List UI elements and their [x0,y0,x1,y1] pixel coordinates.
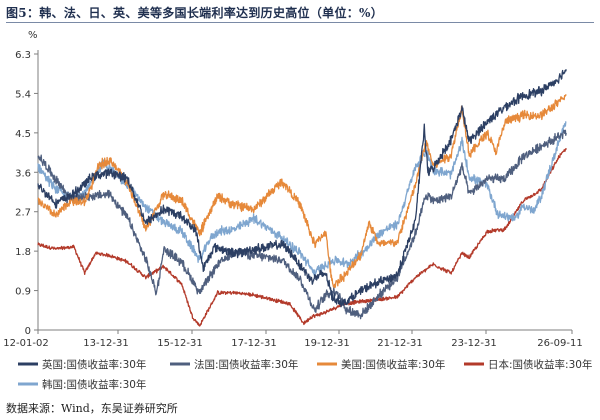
y-tick-label: 4.5 [15,129,31,140]
legend-label: 法国:国债收益率:30年 [194,358,298,371]
legend-label: 韩国:国债收益率:30年 [42,378,146,391]
y-tick-label: 0.9 [15,287,31,298]
legend-label: 日本:国债收益率:30年 [488,358,592,371]
y-unit-text: % [28,30,38,41]
x-tick-label: 26-09-11 [537,338,582,349]
figure-title: 图5：韩、法、日、英、美等多国长端利率达到历史高位（单位：%） [6,6,384,20]
y-tick-label: 2.7 [15,208,31,219]
legend: 英国:国债收益率:30年 法国:国债收益率:30年 美国:国债收益率:30年 日本:国… [18,358,592,391]
x-tick-label: 15-12-31 [157,338,202,349]
line-chart: % 0 0.9 1.8 2.7 3.6 4.5 5.4 6.3 12-01-02 13-12-3… [3,30,592,391]
series-layer [37,69,567,327]
x-tick-label: 21-12-31 [377,338,422,349]
y-tick-label: 3.6 [15,168,31,179]
series-line-2 [37,129,567,320]
y-tick-label: 6.3 [15,50,31,61]
y-tick-label: 5.4 [15,89,31,100]
x-tick-label: 12-01-02 [3,338,48,349]
y-tick-label: 1.8 [15,247,31,258]
y-axis: 0 0.9 1.8 2.7 3.6 4.5 5.4 6.3 [15,50,39,337]
y-tick-label: 0 [25,326,31,337]
series-line-4 [37,148,567,327]
x-tick-label: 13-12-31 [83,338,128,349]
legend-label: 美国:国债收益率:30年 [341,358,445,371]
legend-label: 英国:国债收益率:30年 [42,358,146,371]
series-line-1 [37,69,567,308]
x-tick-label: 19-12-31 [304,338,349,349]
x-axis: 12-01-02 13-12-31 15-12-31 17-12-31 19-12-31… [3,329,583,349]
title-divider [6,22,594,23]
x-tick-label: 23-12-31 [451,338,496,349]
source-note: 数据来源：Wind，东吴证券研究所 [6,402,178,415]
x-tick-label: 17-12-31 [231,338,276,349]
series-line-3 [37,94,567,289]
series-line-5 [37,121,567,277]
y-unit-label: % [28,30,38,41]
